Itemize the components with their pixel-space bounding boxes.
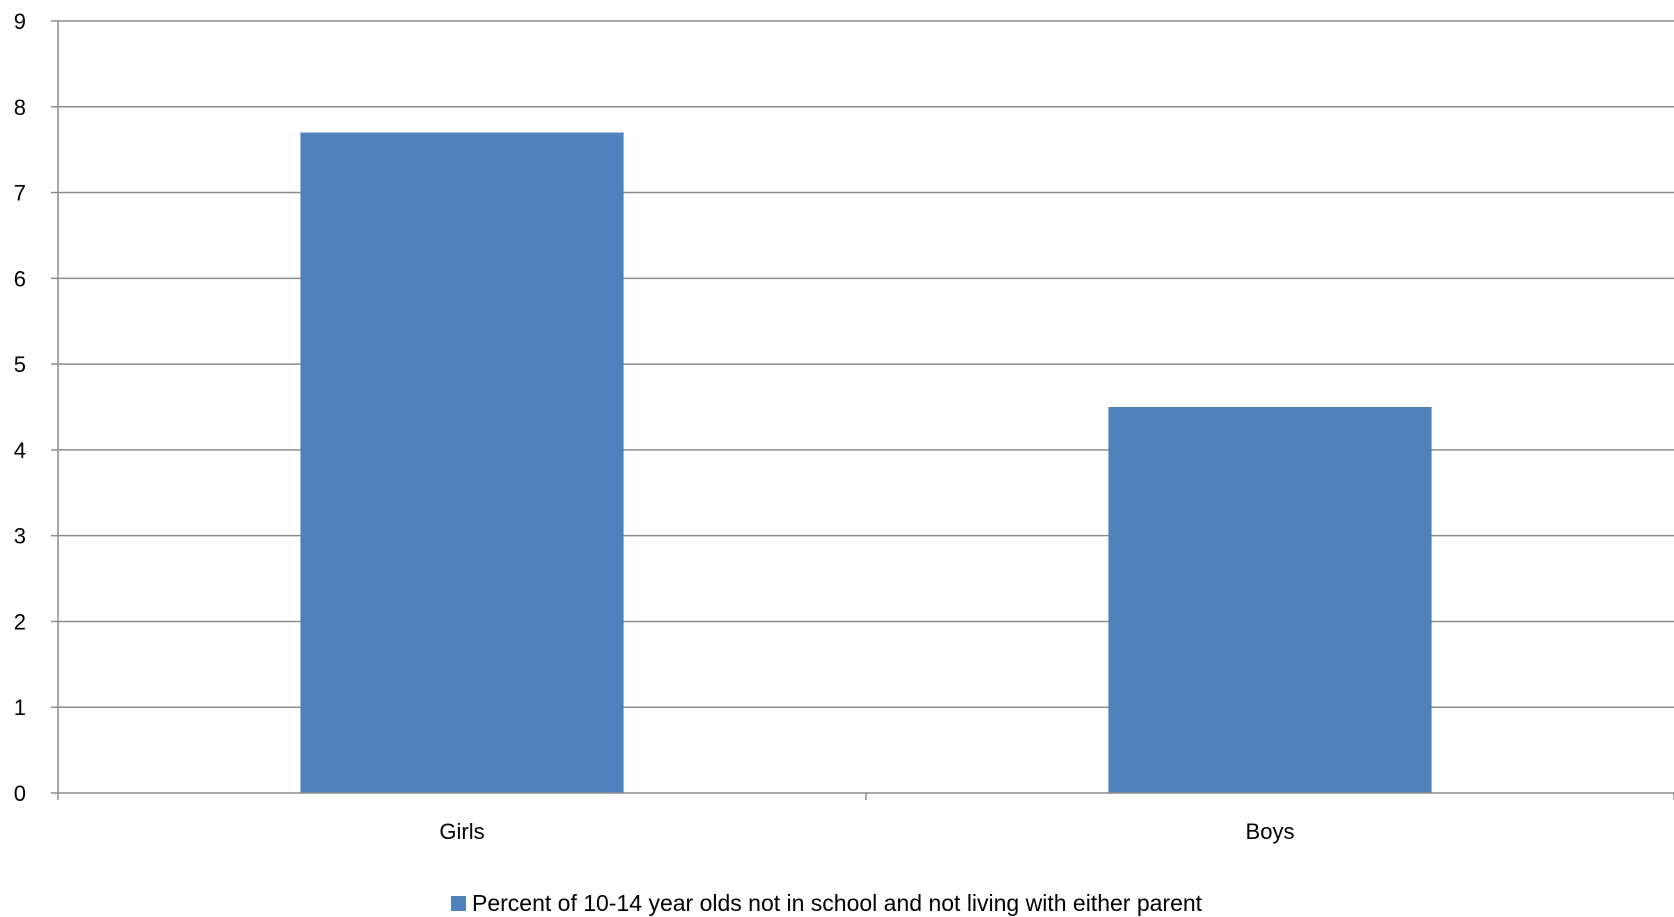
y-tick-label: 0 xyxy=(14,781,26,806)
y-axis-tick-labels: 0 1 2 3 4 5 6 7 8 9 xyxy=(14,9,26,806)
legend-swatch xyxy=(451,896,466,911)
y-tick-label: 5 xyxy=(14,352,26,377)
y-tick-label: 3 xyxy=(14,524,26,549)
y-tick-label: 4 xyxy=(14,438,26,463)
y-tick-label: 7 xyxy=(14,181,26,206)
y-tick-label: 8 xyxy=(14,95,26,120)
legend: Percent of 10-14 year olds not in school… xyxy=(451,890,1203,916)
y-tick-label: 9 xyxy=(14,9,26,34)
axes xyxy=(51,20,1674,800)
bars xyxy=(300,132,1432,793)
y-tick-label: 6 xyxy=(14,266,26,291)
bar-girls xyxy=(300,132,624,793)
x-axis-category-labels: Girls Boys xyxy=(439,819,1294,844)
legend-label: Percent of 10-14 year olds not in school… xyxy=(472,890,1203,916)
y-tick-label: 2 xyxy=(14,609,26,634)
bar-boys xyxy=(1108,407,1432,793)
x-category-label: Girls xyxy=(439,819,484,844)
y-tick-label: 1 xyxy=(14,695,26,720)
x-category-label: Boys xyxy=(1246,819,1295,844)
